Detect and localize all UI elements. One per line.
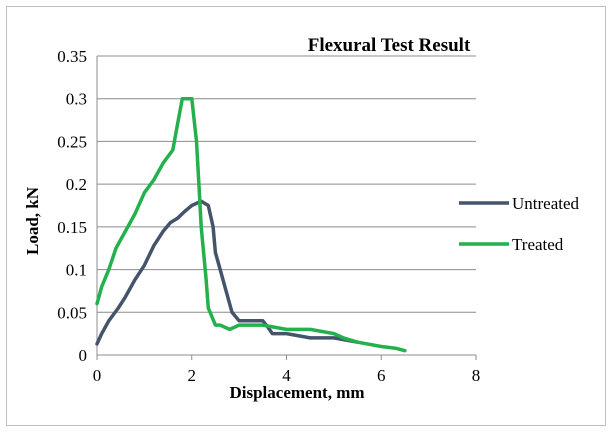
legend-label-treated: Treated [512,235,564,254]
grid-lines [97,55,476,313]
x-tick-label: 6 [377,366,386,385]
x-tick-label: 0 [93,366,102,385]
y-tick-label: 0.1 [66,261,87,280]
chart-frame: 0 0.05 0.1 0.15 0.2 0.25 0.3 0.35 0 2 4 6 8 Flexural… [6,6,606,426]
flexural-chart: 0 0.05 0.1 0.15 0.2 0.25 0.3 0.35 0 2 4 6 8 Flexural… [23,35,580,402]
y-axis-title: Load, kN [23,186,42,255]
x-tick-label: 2 [188,366,197,385]
y-tick-label: 0.15 [57,218,87,237]
y-tick-label: 0 [79,346,88,365]
chart-title: Flexural Test Result [308,35,471,56]
x-axis-title: Displacement, mm [229,383,364,402]
legend: Untreated Treated [459,194,580,254]
y-tick-label: 0.05 [57,303,87,322]
x-tick-label: 8 [472,366,481,385]
tick-labels: 0 0.05 0.1 0.15 0.2 0.25 0.3 0.35 0 2 4 6 8 [57,47,480,385]
series-line-untreated [95,199,360,346]
y-tick-label: 0.3 [66,90,87,109]
legend-label-untreated: Untreated [512,194,580,213]
y-tick-label: 0.25 [57,132,87,151]
y-tick-label: 0.2 [66,175,87,194]
axes [96,56,477,360]
series-line-treated [95,96,407,353]
series-lines [95,96,407,353]
x-tick-label: 4 [282,366,291,385]
y-tick-label: 0.35 [57,47,87,66]
